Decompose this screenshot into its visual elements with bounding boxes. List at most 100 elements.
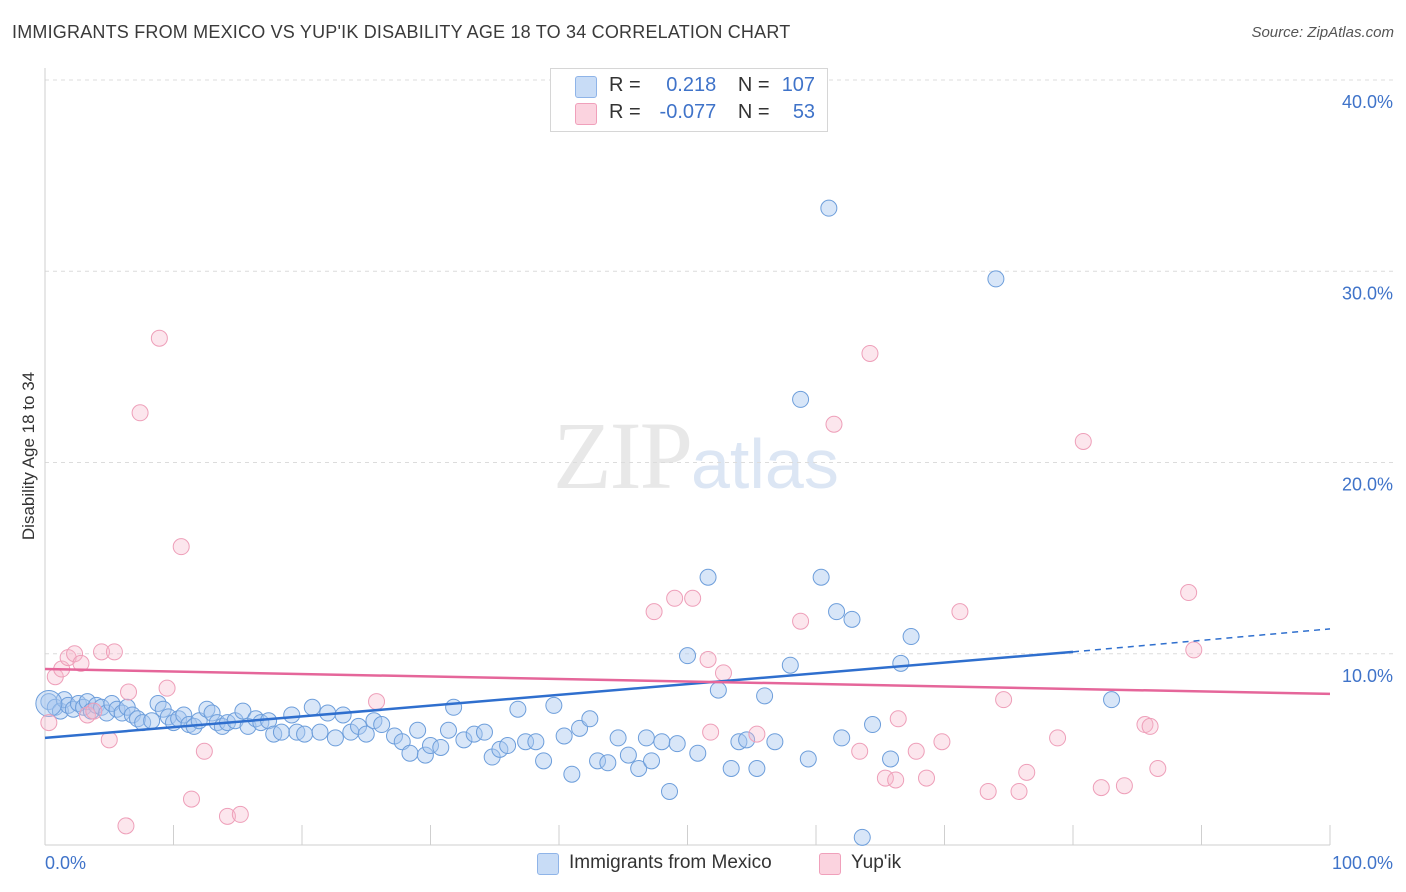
data-point-immigrants (619, 746, 637, 764)
data-point-immigrants (892, 654, 910, 672)
data-point-immigrants (882, 750, 900, 768)
data-point-yupik (825, 415, 843, 433)
data-point-yupik (1049, 729, 1067, 747)
legend-r-value-immigrants: 0.218 (666, 74, 717, 96)
data-point-yupik (951, 603, 969, 621)
data-point-immigrants (422, 737, 439, 755)
data-point-immigrants (820, 199, 838, 217)
data-point-immigrants (766, 733, 784, 751)
y-tick-label: 40.0% (1342, 92, 1393, 112)
source-credit: Source: ZipAtlas.com (1251, 24, 1394, 41)
data-point-immigrants (491, 740, 509, 758)
data-point-immigrants (465, 725, 483, 743)
data-point-yupik (684, 589, 702, 607)
legend-n-label: N = (737, 74, 770, 96)
data-point-yupik (131, 404, 149, 422)
data-point-immigrants (527, 733, 545, 751)
data-point-yupik (1018, 763, 1036, 781)
data-point-yupik (702, 723, 720, 741)
data-point-immigrants (365, 712, 383, 730)
data-point-immigrants (509, 700, 527, 718)
data-point-yupik (887, 771, 905, 789)
bottom-legend-swatch-yupik (819, 853, 841, 875)
data-point-immigrants (589, 752, 607, 770)
data-point-yupik (1141, 717, 1159, 735)
data-point-yupik (182, 790, 200, 808)
data-point-yupik (1180, 584, 1198, 602)
legend-r-label: R = (609, 101, 641, 123)
trend-line-immigrants (44, 650, 1074, 740)
data-point-immigrants (455, 731, 473, 749)
legend-r-label: R = (609, 74, 641, 96)
data-point-yupik (1149, 760, 1167, 777)
data-point-immigrants (599, 754, 617, 772)
data-point-yupik (792, 612, 810, 630)
series-yupik-points (40, 329, 1203, 835)
data-point-immigrants (709, 681, 727, 699)
data-point-yupik (995, 691, 1013, 709)
data-point-immigrants (416, 746, 434, 764)
y-tick-label: 30.0% (1342, 283, 1393, 303)
data-point-immigrants (756, 687, 774, 705)
data-point-immigrants (563, 765, 581, 783)
legend-n-value-yupik: 53 (792, 101, 816, 123)
watermark-atlas: atlas (691, 425, 839, 503)
data-point-immigrants (828, 603, 846, 621)
trend-line-yupik (44, 667, 1331, 696)
data-point-immigrants (679, 647, 696, 665)
data-point-yupik (666, 589, 684, 607)
data-point-immigrants (637, 729, 655, 747)
data-point-immigrants (853, 828, 871, 846)
data-point-immigrants (373, 716, 391, 734)
series-immigrants-points (35, 199, 1121, 846)
data-point-yupik (117, 817, 135, 835)
data-point-yupik (368, 693, 386, 711)
data-point-immigrants (357, 725, 375, 743)
data-point-yupik (66, 645, 84, 663)
data-point-immigrants (545, 696, 563, 714)
y-tick-label: 20.0% (1342, 475, 1393, 495)
data-point-immigrants (334, 706, 352, 724)
data-point-immigrants (35, 689, 63, 717)
data-point-immigrants (296, 725, 314, 743)
data-point-yupik (218, 807, 236, 825)
data-point-immigrants (401, 744, 419, 762)
data-point-immigrants (833, 729, 851, 747)
data-point-immigrants (799, 750, 817, 768)
data-point-immigrants (668, 735, 686, 753)
data-point-immigrants (748, 760, 766, 777)
data-point-yupik (876, 769, 894, 787)
data-point-yupik (120, 683, 138, 701)
data-point-immigrants (812, 568, 830, 586)
data-point-yupik (907, 742, 925, 760)
x-tick-label: 0.0% (45, 853, 86, 873)
data-point-immigrants (792, 390, 810, 408)
data-point-immigrants (409, 721, 427, 739)
data-point-immigrants (303, 698, 321, 716)
data-point-immigrants (843, 610, 861, 628)
data-point-immigrants (722, 760, 740, 777)
data-point-immigrants (689, 744, 707, 762)
data-point-immigrants (864, 716, 882, 734)
data-point-immigrants (555, 727, 573, 745)
data-point-yupik (1092, 779, 1110, 797)
data-point-yupik (1010, 782, 1028, 800)
data-point-immigrants (175, 706, 193, 724)
data-point-yupik (699, 650, 717, 668)
bottom-legend-swatch-immigrants (537, 853, 559, 875)
data-point-immigrants (661, 782, 679, 800)
data-point-yupik (72, 654, 90, 672)
data-point-immigrants (475, 723, 493, 741)
data-point-yupik (933, 733, 951, 751)
data-point-immigrants (609, 729, 627, 747)
legend-n-label: N = (737, 101, 770, 123)
data-point-yupik (231, 805, 249, 823)
data-point-yupik (851, 742, 869, 760)
y-tick-label: 10.0% (1342, 666, 1393, 686)
tick-labels: 10.0% 20.0% 30.0% 40.0% 0.0% 100.0% (45, 92, 1393, 873)
trend-lines (44, 628, 1331, 740)
data-point-yupik (889, 710, 907, 728)
stats-legend: R = 0.218 N = 107 R = -0.077 N = 53 (550, 68, 828, 132)
data-point-yupik (748, 725, 766, 743)
